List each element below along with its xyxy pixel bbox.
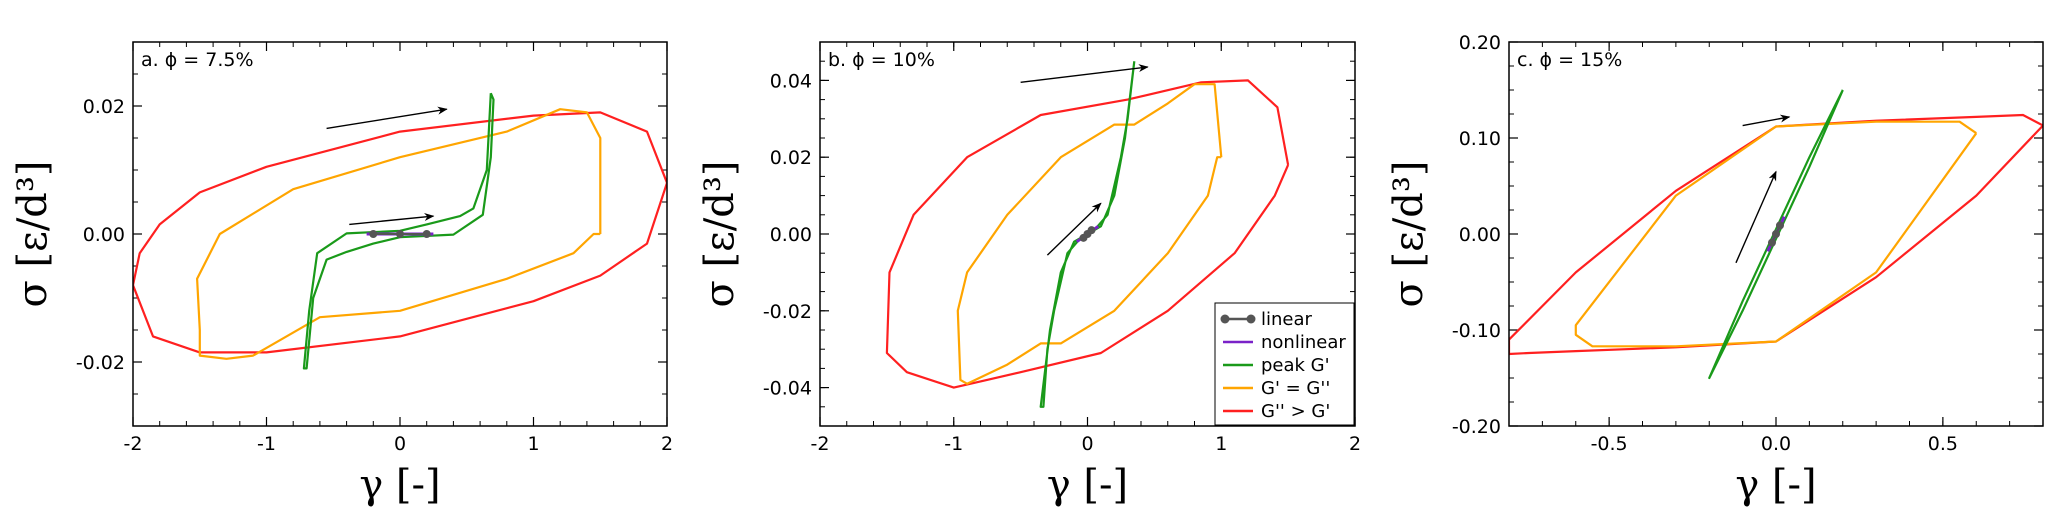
y-tick-label: -0.02 xyxy=(76,352,125,374)
x-axis-label: γ [-] xyxy=(1047,462,1128,508)
y-tick-label: 0.02 xyxy=(83,96,125,118)
linear-point xyxy=(1087,226,1096,235)
direction-arrow xyxy=(349,212,435,226)
series-curve xyxy=(1509,113,2043,356)
panel-label: b. ϕ = 10% xyxy=(828,49,935,71)
linear-point xyxy=(396,230,404,238)
chart-panel-1: -2 -1 0 1 2 -0.02 0.00 0.02 a. ϕ = 7.5% γ [-] σ [ε… xyxy=(10,41,673,508)
plot-frame xyxy=(819,41,1356,427)
x-tick-label: 0.0 xyxy=(1761,433,1791,455)
plot-frame xyxy=(132,41,668,427)
y-tick-label: 0.00 xyxy=(1459,224,1501,246)
series-curve xyxy=(1574,120,1978,348)
legend-label: linear xyxy=(1261,309,1313,330)
direction-arrow xyxy=(1735,170,1777,264)
x-axis-label: γ [-] xyxy=(359,462,440,508)
legend-label: G'' > G' xyxy=(1261,401,1330,422)
x-tick-label: 2 xyxy=(1349,433,1361,455)
x-tick-label: 0 xyxy=(1081,433,1093,455)
x-tick-label: 0 xyxy=(394,433,406,455)
linear-point xyxy=(1776,221,1785,230)
plot-area xyxy=(1509,89,2043,380)
x-tick-label: -2 xyxy=(811,433,830,455)
x-tick-label: 2 xyxy=(661,433,673,455)
series-curve xyxy=(302,92,495,370)
y-axis-label: σ [ε/d³] xyxy=(1386,160,1432,307)
panel-label: a. ϕ = 7.5% xyxy=(141,49,254,71)
y-tick-label: -0.10 xyxy=(1452,320,1501,342)
x-tick-label: 0.5 xyxy=(1928,433,1958,455)
x-tick-label: -1 xyxy=(944,433,963,455)
direction-arrow xyxy=(1742,114,1791,127)
series-curve xyxy=(196,108,602,360)
legend-marker xyxy=(1246,314,1256,324)
linear-point xyxy=(369,230,378,238)
x-tick-label: -0.5 xyxy=(1591,433,1628,455)
y-tick-label: -0.20 xyxy=(1452,416,1501,438)
chart-panel-3: -0.5 0.0 0.5 -0.20 -0.10 0.00 0.10 0.20 c. ϕ = 1… xyxy=(1386,32,2044,508)
series-curve xyxy=(956,83,1223,385)
y-tick-label: 0.02 xyxy=(770,147,812,169)
x-tick-label: -1 xyxy=(257,433,276,455)
x-axis-label: γ [-] xyxy=(1735,462,1816,508)
linear-point xyxy=(1767,238,1776,247)
linear-point xyxy=(1772,230,1780,238)
y-tick-label: -0.04 xyxy=(763,378,812,400)
y-tick-label: 0.10 xyxy=(1459,128,1501,150)
plot-frame xyxy=(1508,41,2044,427)
y-axis-label: σ [ε/d³] xyxy=(10,160,56,307)
series-curve xyxy=(885,79,1290,389)
y-axis-label: σ [ε/d³] xyxy=(697,160,743,307)
x-tick-label: 1 xyxy=(1215,433,1227,455)
series-curve xyxy=(1039,61,1136,408)
x-tick-label: 1 xyxy=(527,433,539,455)
direction-arrow xyxy=(1020,64,1149,84)
linear-point xyxy=(422,230,431,238)
legend-label: peak G' xyxy=(1261,355,1330,376)
plot-area xyxy=(133,92,667,370)
legend-marker xyxy=(1220,314,1230,324)
direction-arrow xyxy=(326,106,448,130)
panel-label: c. ϕ = 15% xyxy=(1517,49,1622,71)
x-tick-label: -2 xyxy=(124,433,143,455)
y-tick-label: 0.04 xyxy=(770,70,812,92)
y-tick-label: 0.20 xyxy=(1459,32,1501,54)
plot-area xyxy=(885,61,1290,408)
direction-arrow xyxy=(1046,202,1102,256)
series-curve xyxy=(1708,89,1844,380)
y-tick-label: -0.02 xyxy=(763,301,812,323)
y-tick-label: 0.00 xyxy=(83,224,125,246)
y-tick-label: 0.00 xyxy=(770,224,812,246)
legend-label: G' = G'' xyxy=(1261,378,1330,399)
chart-panel-2: -2 -1 0 1 2 -0.04 -0.02 0.00 0.02 0.04 b. ϕ = 10% γ… xyxy=(697,41,1361,508)
legend-label: nonlinear xyxy=(1261,332,1346,353)
